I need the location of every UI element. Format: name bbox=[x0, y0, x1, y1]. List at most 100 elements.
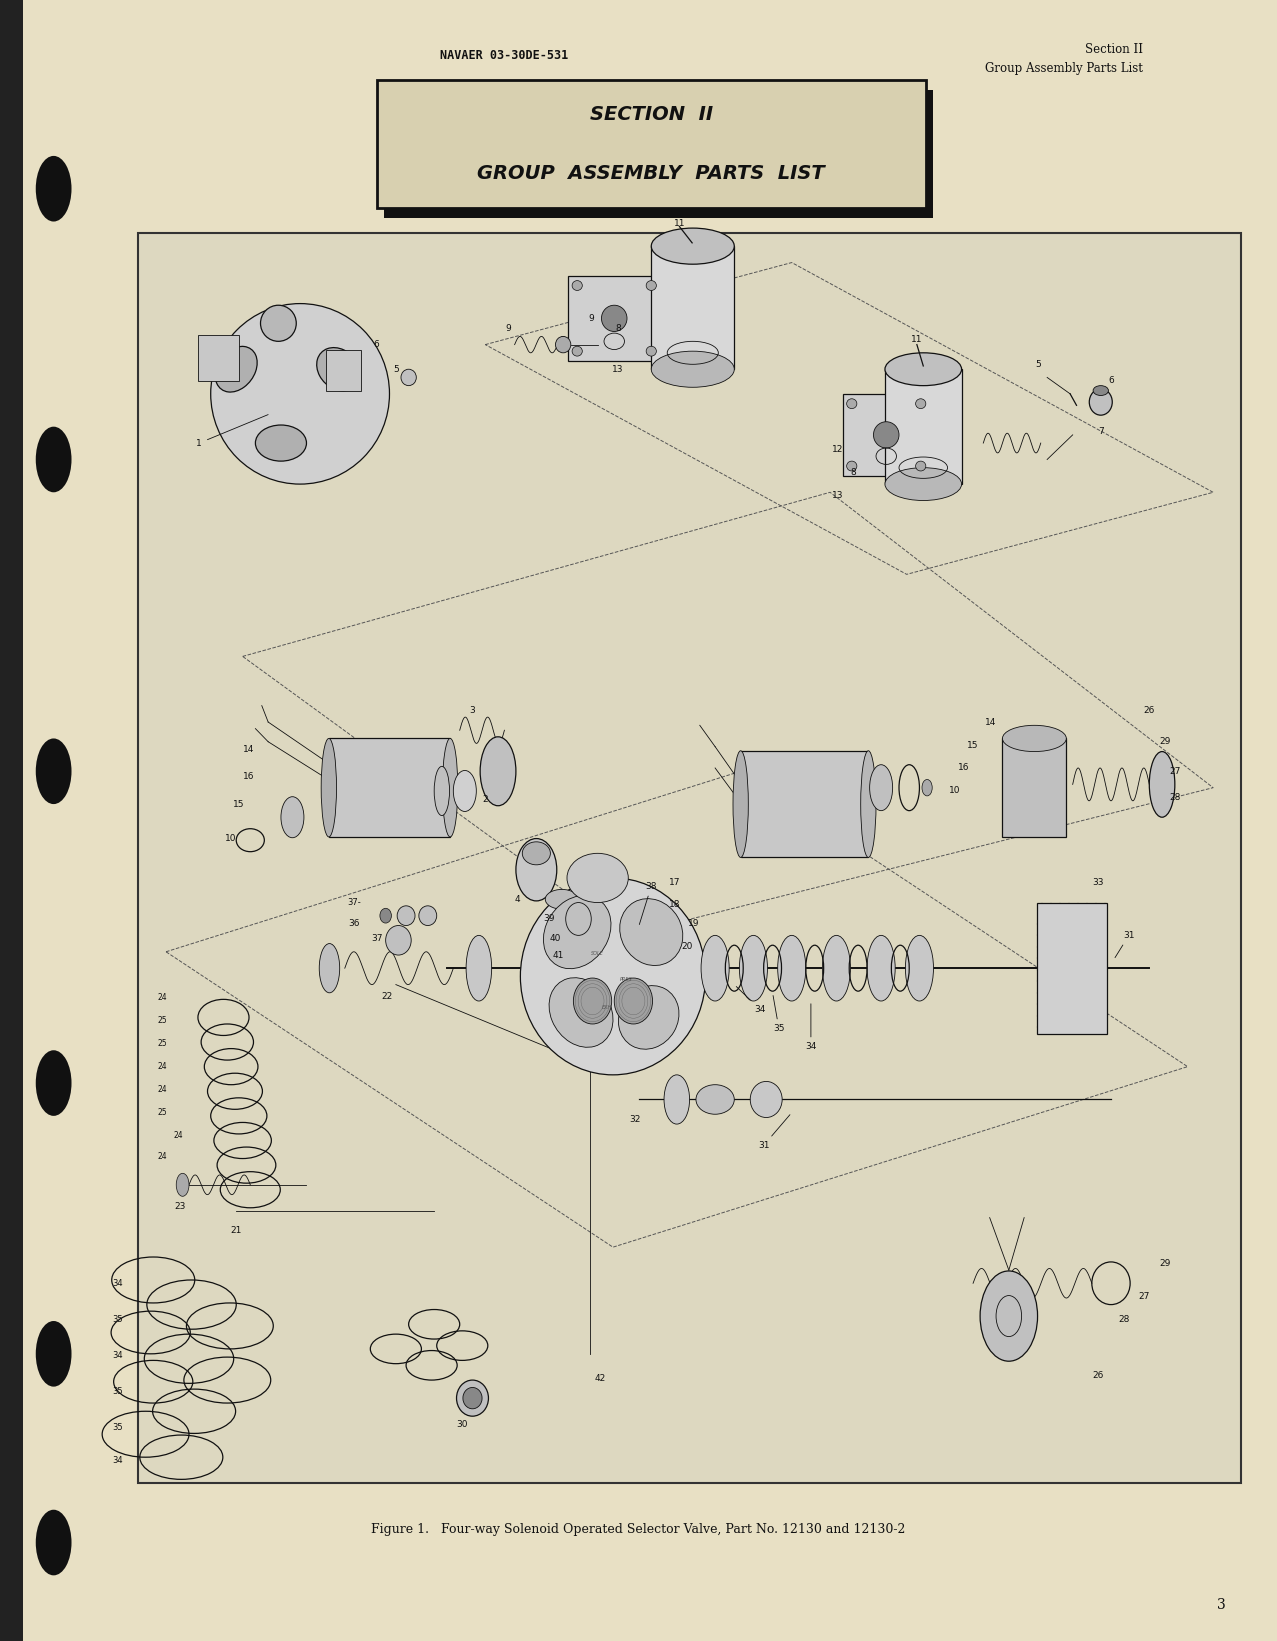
Text: 41: 41 bbox=[553, 950, 563, 960]
Ellipse shape bbox=[381, 909, 391, 922]
Text: 35: 35 bbox=[112, 1423, 123, 1433]
Bar bbox=[329, 738, 451, 837]
Text: Figure 1.   Four-way Solenoid Operated Selector Valve, Part No. 12130 and 12130-: Figure 1. Four-way Solenoid Operated Sel… bbox=[372, 1523, 905, 1536]
Ellipse shape bbox=[922, 779, 932, 796]
Text: 31: 31 bbox=[1115, 930, 1135, 958]
Text: 23: 23 bbox=[175, 1201, 185, 1211]
Text: 28: 28 bbox=[1119, 1314, 1129, 1324]
Text: Group Assembly Parts List: Group Assembly Parts List bbox=[985, 62, 1143, 75]
Text: 37-: 37- bbox=[347, 898, 360, 907]
FancyBboxPatch shape bbox=[384, 90, 933, 218]
Ellipse shape bbox=[36, 427, 72, 492]
Ellipse shape bbox=[464, 1388, 483, 1408]
Text: 15: 15 bbox=[967, 740, 979, 750]
Text: 42: 42 bbox=[595, 1374, 605, 1383]
Text: PRES: PRES bbox=[619, 978, 632, 983]
Ellipse shape bbox=[261, 305, 296, 341]
Ellipse shape bbox=[651, 228, 734, 264]
Ellipse shape bbox=[522, 842, 550, 865]
Bar bbox=[885, 369, 962, 484]
Bar bbox=[568, 276, 660, 361]
Ellipse shape bbox=[847, 399, 857, 409]
Ellipse shape bbox=[549, 978, 613, 1047]
Ellipse shape bbox=[386, 926, 411, 955]
Text: 27: 27 bbox=[1170, 766, 1180, 776]
Text: SECTION  II: SECTION II bbox=[590, 105, 713, 125]
Ellipse shape bbox=[544, 896, 610, 968]
Ellipse shape bbox=[601, 305, 627, 331]
Ellipse shape bbox=[1002, 725, 1066, 752]
Bar bbox=[843, 394, 930, 476]
Text: 1: 1 bbox=[197, 415, 268, 448]
Ellipse shape bbox=[567, 853, 628, 903]
Ellipse shape bbox=[614, 978, 653, 1024]
Text: 8: 8 bbox=[616, 323, 621, 333]
Ellipse shape bbox=[885, 353, 962, 386]
Text: 17: 17 bbox=[668, 878, 681, 888]
Text: 5: 5 bbox=[1036, 359, 1041, 369]
Ellipse shape bbox=[981, 1270, 1037, 1362]
Ellipse shape bbox=[916, 399, 926, 409]
Text: 24: 24 bbox=[157, 993, 167, 1003]
Text: 36: 36 bbox=[347, 919, 360, 929]
Text: 16: 16 bbox=[958, 763, 971, 773]
Text: 24: 24 bbox=[157, 1152, 167, 1162]
Bar bbox=[0, 0, 23, 1641]
Ellipse shape bbox=[847, 461, 857, 471]
Text: 2: 2 bbox=[483, 794, 488, 804]
Ellipse shape bbox=[211, 304, 389, 484]
Ellipse shape bbox=[619, 899, 683, 965]
Ellipse shape bbox=[733, 752, 748, 857]
Text: 14: 14 bbox=[244, 745, 254, 755]
Text: 10: 10 bbox=[225, 834, 238, 843]
Text: NAVAER 03-30DE-531: NAVAER 03-30DE-531 bbox=[441, 49, 568, 62]
Text: 25: 25 bbox=[157, 1039, 167, 1049]
Text: 34: 34 bbox=[112, 1278, 123, 1288]
Text: 8: 8 bbox=[850, 468, 856, 478]
Ellipse shape bbox=[1089, 389, 1112, 415]
Ellipse shape bbox=[176, 1173, 189, 1196]
Text: Section II: Section II bbox=[1085, 43, 1143, 56]
Text: 35: 35 bbox=[112, 1387, 123, 1396]
Ellipse shape bbox=[255, 425, 306, 461]
Ellipse shape bbox=[572, 281, 582, 290]
Ellipse shape bbox=[778, 935, 806, 1001]
Text: 29: 29 bbox=[1160, 1259, 1170, 1268]
Ellipse shape bbox=[1149, 752, 1175, 817]
Ellipse shape bbox=[905, 935, 933, 1001]
Text: 21: 21 bbox=[231, 1226, 241, 1236]
Text: 32: 32 bbox=[630, 1114, 640, 1124]
Bar bbox=[138, 233, 1241, 1483]
Text: 34: 34 bbox=[112, 1456, 123, 1465]
Ellipse shape bbox=[281, 796, 304, 837]
Ellipse shape bbox=[36, 156, 72, 222]
Text: 9: 9 bbox=[589, 313, 594, 323]
Text: 33: 33 bbox=[1092, 878, 1105, 888]
Ellipse shape bbox=[916, 461, 926, 471]
Text: 40: 40 bbox=[550, 934, 561, 944]
Text: 12: 12 bbox=[833, 445, 843, 455]
Text: 25: 25 bbox=[157, 1016, 167, 1026]
Text: 34: 34 bbox=[737, 986, 765, 1014]
Ellipse shape bbox=[867, 935, 895, 1001]
Ellipse shape bbox=[664, 1075, 690, 1124]
Text: 9: 9 bbox=[506, 323, 511, 333]
Ellipse shape bbox=[480, 737, 516, 806]
Text: 26: 26 bbox=[1144, 706, 1154, 715]
Text: 5: 5 bbox=[393, 364, 398, 374]
Text: EXH: EXH bbox=[601, 1006, 612, 1011]
Text: 15: 15 bbox=[232, 799, 245, 809]
Ellipse shape bbox=[870, 765, 893, 811]
Ellipse shape bbox=[651, 351, 734, 387]
Bar bbox=[1037, 903, 1107, 1034]
Ellipse shape bbox=[401, 369, 416, 386]
Ellipse shape bbox=[646, 281, 656, 290]
Text: 24: 24 bbox=[157, 1062, 167, 1072]
Ellipse shape bbox=[861, 752, 876, 857]
Ellipse shape bbox=[555, 336, 571, 353]
Text: 19: 19 bbox=[687, 919, 700, 929]
Ellipse shape bbox=[1093, 386, 1108, 395]
Ellipse shape bbox=[466, 935, 492, 1001]
Text: 34: 34 bbox=[806, 1004, 816, 1052]
Ellipse shape bbox=[516, 839, 557, 901]
